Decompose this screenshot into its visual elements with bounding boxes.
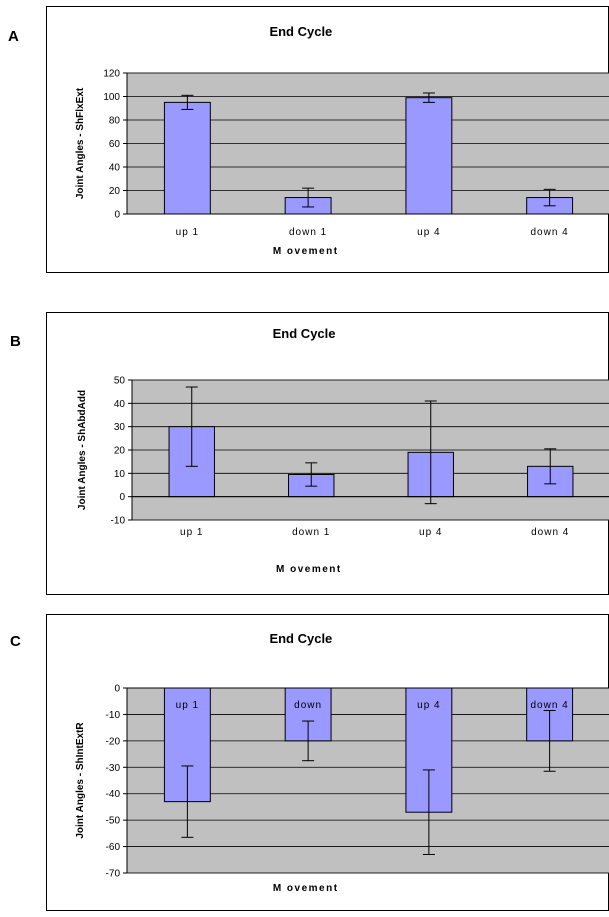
bar xyxy=(163,101,211,215)
y-tick-label: 20 xyxy=(109,186,121,197)
chart-frame-c: -70 -60 -50 -40 -30 -20 -10 0 up 1 down up 4 down 4… xyxy=(46,614,609,911)
chart-title: End Cycle xyxy=(273,326,336,341)
chart-c: -70 -60 -50 -40 -30 -20 -10 0 up 1 down up 4 down 4… xyxy=(75,631,609,894)
chart-frame-a: 0 20 40 60 80 100 120 up 1 down 1 up 4 down 4 End C… xyxy=(46,6,609,273)
y-axis-label: Joint Angles - ShAbdAdd xyxy=(77,390,88,510)
chart-frame-b: -10 0 10 20 30 40 50 up 1 down 1 up 4 down 4 End Cy… xyxy=(46,312,609,595)
y-tick-label: 10 xyxy=(114,469,126,480)
x-category-label: down 4 xyxy=(531,527,569,538)
y-tick-label: 40 xyxy=(114,399,126,410)
y-tick-label: -10 xyxy=(106,710,121,721)
y-tick-label: -30 xyxy=(106,763,121,774)
panel-letter-b: B xyxy=(10,333,21,350)
chart-title: End Cycle xyxy=(269,631,332,646)
chart-b: -10 0 10 20 30 40 50 up 1 down 1 up 4 down 4 End Cy… xyxy=(77,326,609,575)
x-category-label: down 4 xyxy=(531,227,569,238)
x-axis-label: M ovement xyxy=(273,246,339,257)
x-category-label: up 1 xyxy=(176,227,199,238)
y-tick-label: 30 xyxy=(114,422,126,433)
panel-letter-a: A xyxy=(8,28,19,45)
x-category-label: down 1 xyxy=(289,227,327,238)
bar xyxy=(405,97,453,215)
y-tick-label: 0 xyxy=(114,684,120,695)
y-tick-label: 40 xyxy=(109,163,121,174)
y-tick-label: 60 xyxy=(109,139,121,150)
y-tick-label: -70 xyxy=(106,869,121,880)
y-axis-label: Joint Angles - ShIntExtR xyxy=(75,722,86,839)
y-tick-label: -60 xyxy=(106,842,121,853)
y-tick-label: -40 xyxy=(106,789,121,800)
panel-letter-c: C xyxy=(10,633,21,650)
y-tick-label: 0 xyxy=(114,210,120,221)
y-tick-label: -10 xyxy=(111,516,126,527)
x-axis-label: M ovement xyxy=(276,564,342,575)
x-category-label: up 4 xyxy=(417,700,440,711)
x-category-label: up 4 xyxy=(417,227,440,238)
y-tick-label: 80 xyxy=(109,116,121,127)
y-axis-label: Joint Angles - ShFlxExt xyxy=(75,87,86,199)
x-category-label: down 4 xyxy=(531,700,569,711)
y-tick-label: 100 xyxy=(103,92,120,103)
x-axis-label: M ovement xyxy=(273,883,339,894)
y-tick-label: -20 xyxy=(106,736,121,747)
chart-a: 0 20 40 60 80 100 120 up 1 down 1 up 4 down 4 End C… xyxy=(75,24,609,257)
x-category-label: up 1 xyxy=(176,700,199,711)
y-tick-label: 50 xyxy=(114,376,126,387)
chart-title: End Cycle xyxy=(269,24,332,39)
y-tick-label: 120 xyxy=(103,69,120,80)
x-category-label: up 4 xyxy=(419,527,442,538)
y-tick-label: 20 xyxy=(114,446,126,457)
x-category-label: up 1 xyxy=(180,527,203,538)
y-tick-label: -50 xyxy=(106,816,121,827)
x-category-label: down xyxy=(294,700,322,711)
x-category-label: down 1 xyxy=(292,527,330,538)
y-tick-label: 0 xyxy=(119,492,125,503)
